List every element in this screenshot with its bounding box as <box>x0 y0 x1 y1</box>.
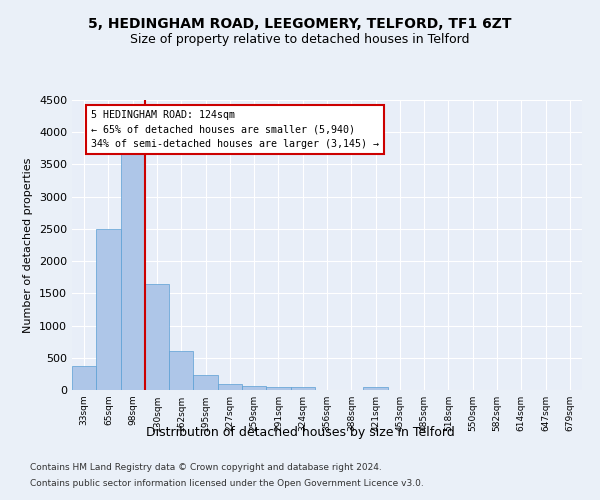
Bar <box>266 387 290 390</box>
Bar <box>193 375 218 390</box>
Bar <box>364 387 388 390</box>
Bar <box>218 384 242 390</box>
Text: Contains public sector information licensed under the Open Government Licence v3: Contains public sector information licen… <box>30 478 424 488</box>
Text: Size of property relative to detached houses in Telford: Size of property relative to detached ho… <box>130 32 470 46</box>
Text: 5, HEDINGHAM ROAD, LEEGOMERY, TELFORD, TF1 6ZT: 5, HEDINGHAM ROAD, LEEGOMERY, TELFORD, T… <box>88 18 512 32</box>
Text: Distribution of detached houses by size in Telford: Distribution of detached houses by size … <box>146 426 454 439</box>
Y-axis label: Number of detached properties: Number of detached properties <box>23 158 34 332</box>
Bar <box>290 387 315 390</box>
Text: Contains HM Land Registry data © Crown copyright and database right 2024.: Contains HM Land Registry data © Crown c… <box>30 464 382 472</box>
Bar <box>96 229 121 390</box>
Text: 5 HEDINGHAM ROAD: 124sqm
← 65% of detached houses are smaller (5,940)
34% of sem: 5 HEDINGHAM ROAD: 124sqm ← 65% of detach… <box>91 110 379 150</box>
Bar <box>242 386 266 390</box>
Bar <box>169 352 193 390</box>
Bar <box>72 366 96 390</box>
Bar <box>121 148 145 390</box>
Bar <box>145 284 169 390</box>
